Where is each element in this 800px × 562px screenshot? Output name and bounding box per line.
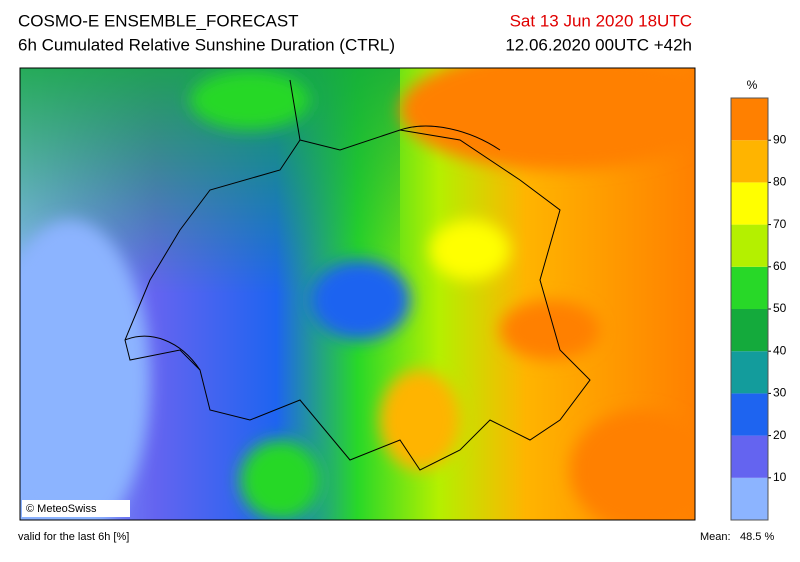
legend-swatch	[731, 266, 768, 309]
valid-time: Sat 13 Jun 2020 18UTC	[510, 11, 692, 30]
run-time: 12.06.2020 00UTC +42h	[505, 35, 692, 54]
legend-swatch	[731, 477, 768, 520]
legend-tick-label: 30	[773, 386, 787, 400]
legend-swatch	[731, 435, 768, 478]
legend-frame	[730, 97, 769, 521]
legend-swatch	[731, 351, 768, 394]
credit: © MeteoSwiss	[26, 503, 97, 515]
credit-box	[22, 500, 130, 517]
title: COSMO-E ENSEMBLE_FORECAST	[18, 11, 299, 30]
legend-tick-label: 20	[773, 428, 787, 442]
legend-tick-label: 90	[773, 132, 787, 146]
mean-label: Mean:	[700, 531, 731, 543]
subtitle: 6h Cumulated Relative Sunshine Duration …	[18, 35, 395, 54]
mean-value: 48.5 %	[740, 531, 774, 543]
legend-swatch	[731, 98, 768, 141]
legend-tick-label: 60	[773, 259, 787, 273]
map-frame	[19, 67, 696, 521]
legend-tick-label: 50	[773, 301, 787, 315]
legend-tick-label: 40	[773, 343, 787, 357]
legend-tick-label: 10	[773, 470, 787, 484]
footer-note: valid for the last 6h [%]	[18, 531, 129, 543]
legend-swatch	[731, 393, 768, 436]
map	[20, 68, 695, 520]
legend-tick-label: 80	[773, 175, 787, 189]
legend-swatch	[731, 224, 768, 267]
legend-tick-label: 70	[773, 217, 787, 231]
legend-unit: %	[747, 78, 758, 92]
legend-swatch	[731, 140, 768, 183]
legend-swatch	[731, 182, 768, 225]
legend-swatch	[731, 309, 768, 352]
legend: 10 20 30 40 50 60 70 80 90	[730, 97, 787, 521]
